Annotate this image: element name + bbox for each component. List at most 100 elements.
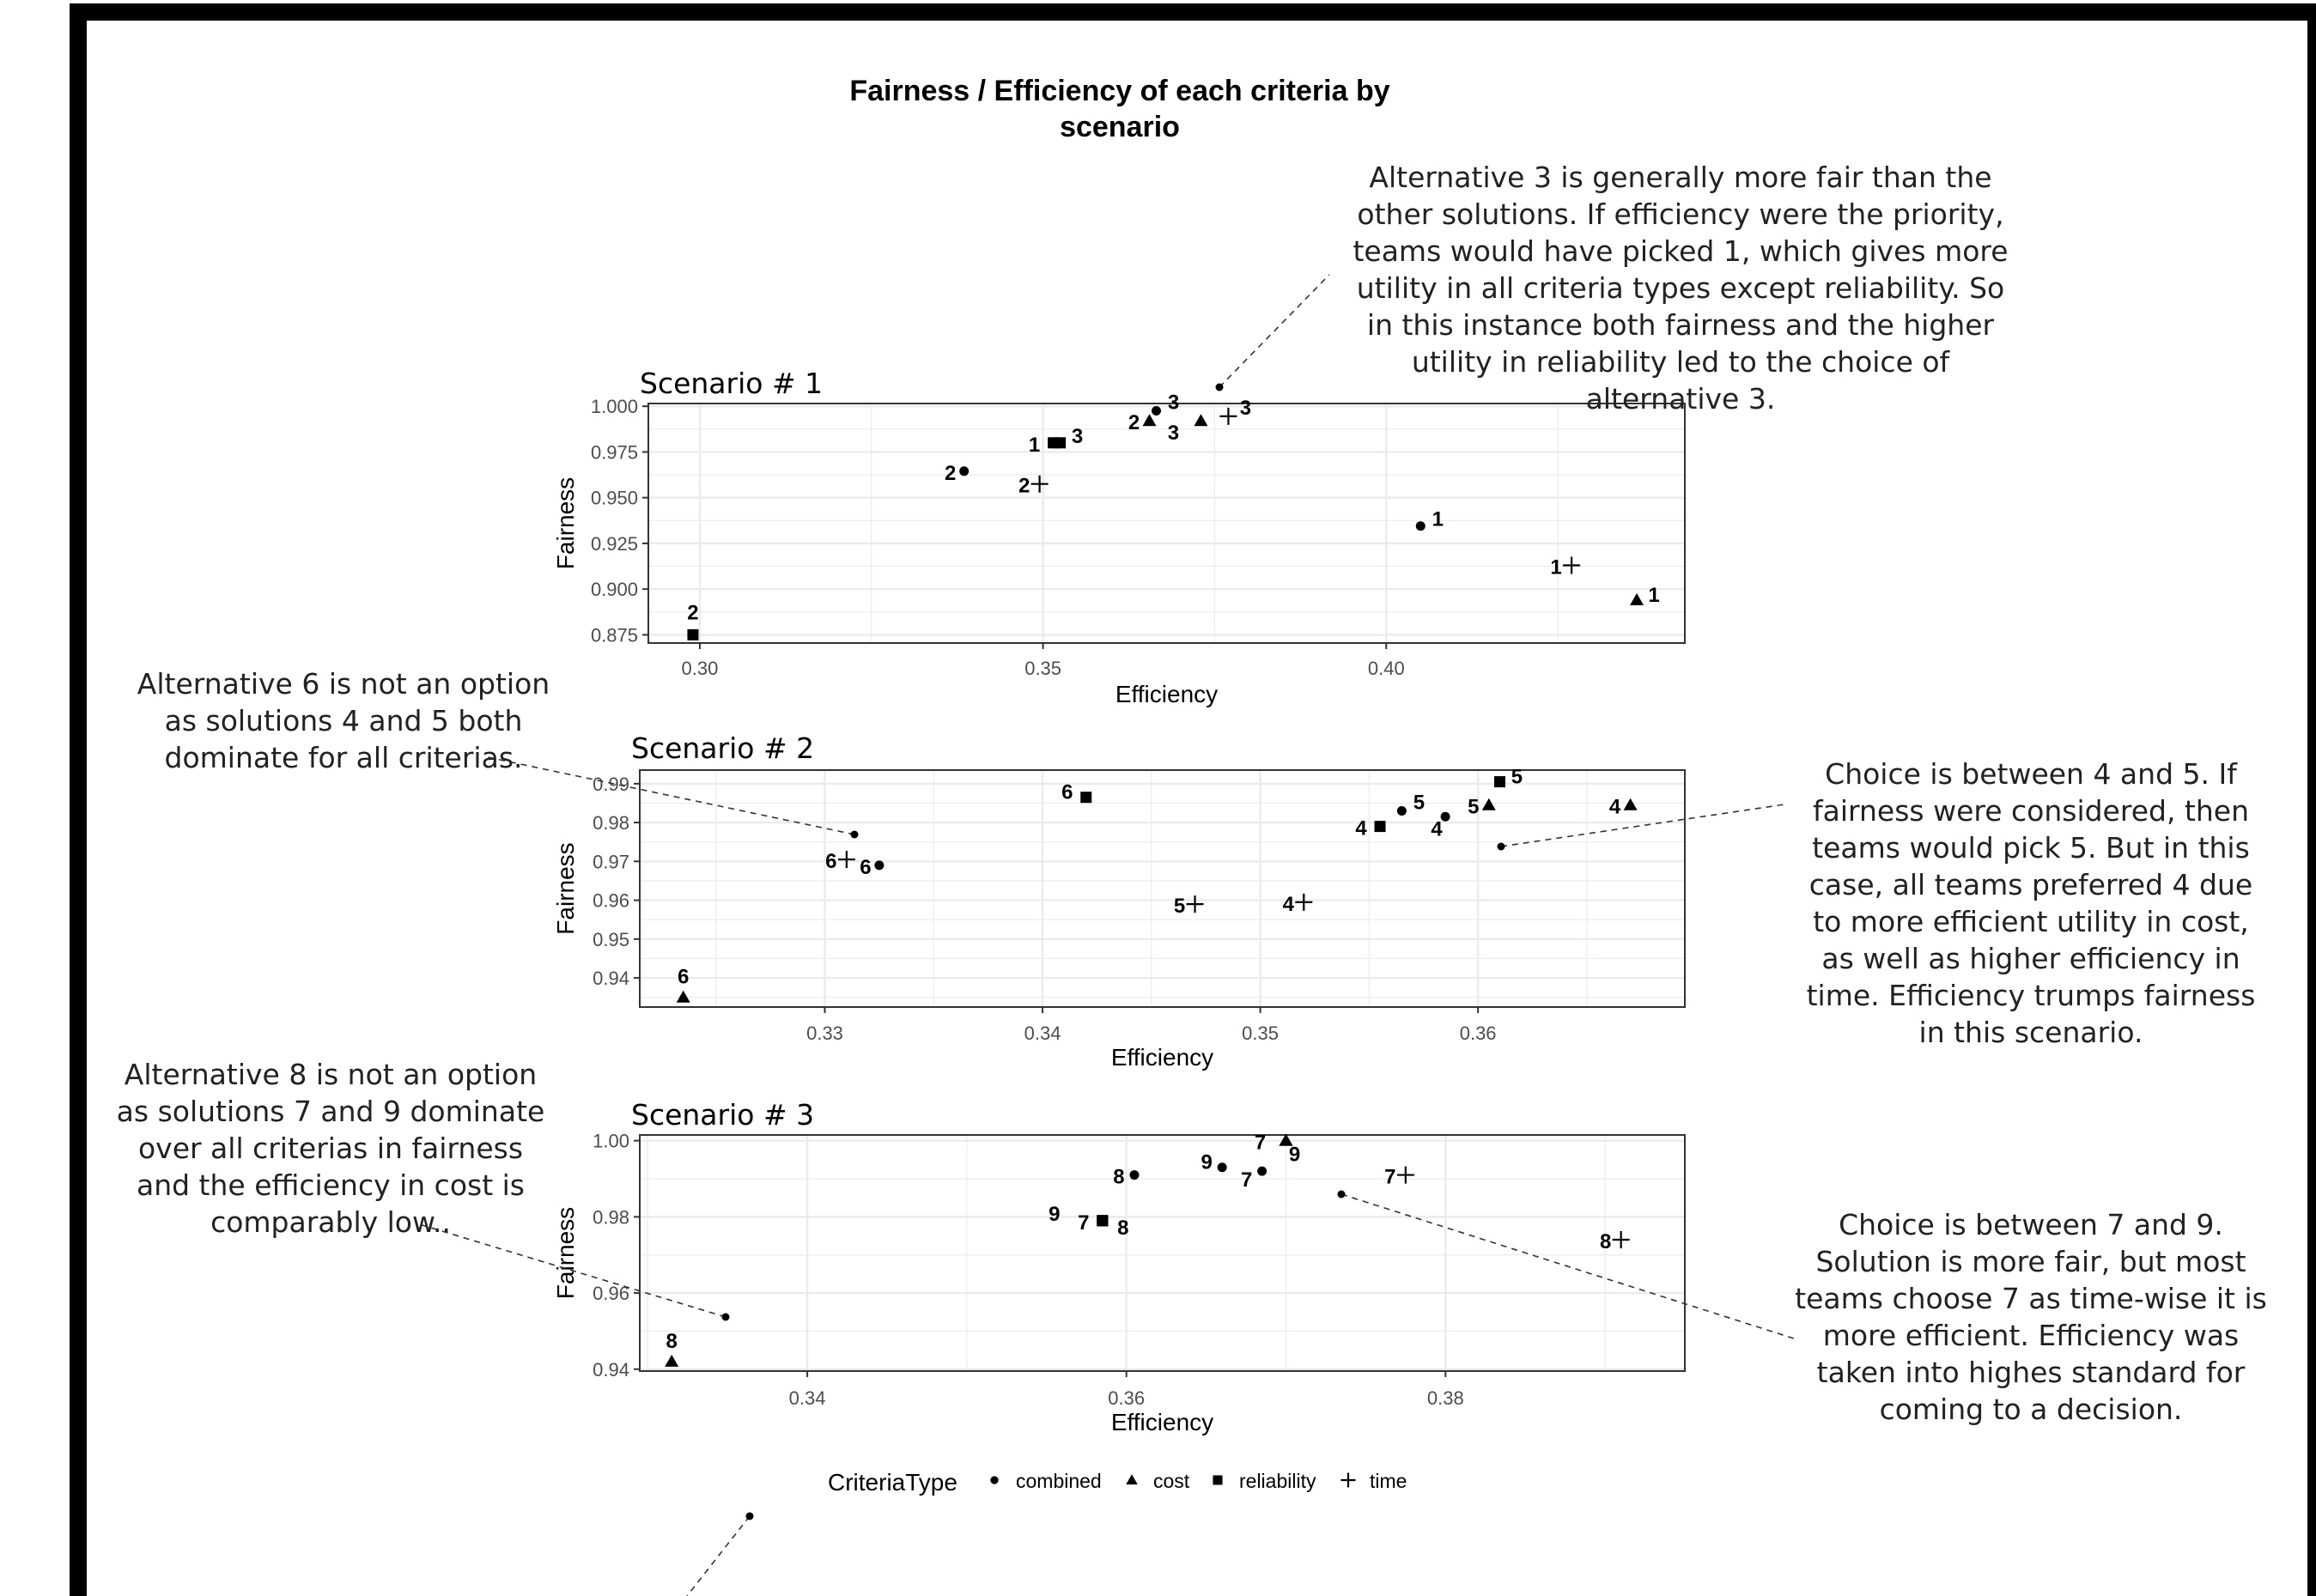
legend-label-combined: combined — [1016, 1470, 1102, 1492]
point-label: 6 — [678, 966, 689, 989]
x-tick-label: 0.35 — [1242, 1023, 1279, 1044]
legend-key-reliability — [1213, 1475, 1222, 1484]
point-combined — [1152, 406, 1161, 416]
point-label: 6 — [860, 856, 871, 879]
plot-area — [640, 770, 1685, 1007]
point-label: 4 — [1355, 817, 1367, 840]
x-tick-label: 0.34 — [1024, 1023, 1061, 1044]
figure-title-line2: scenario — [1060, 111, 1180, 143]
point-combined — [959, 466, 969, 476]
panel-title: Scenario # 1 — [640, 367, 823, 400]
point-label: 4 — [1609, 796, 1621, 819]
point-label: 8 — [1117, 1217, 1128, 1240]
y-axis-title: Fairness — [552, 477, 579, 569]
legend-label-cost: cost — [1153, 1470, 1190, 1492]
annotation-alternative-6: Alternative 6 is not an option as soluti… — [120, 665, 567, 776]
point-reliability — [1080, 792, 1091, 803]
legend-title: CriteriaType — [828, 1469, 957, 1496]
x-tick-label: 0.33 — [806, 1023, 843, 1044]
panel-title: Scenario # 2 — [631, 731, 814, 765]
y-tick-label: 0.94 — [593, 968, 629, 989]
annotation-anchor-dot — [1338, 1191, 1346, 1199]
point-label: 7 — [1078, 1211, 1089, 1235]
point-reliability — [1494, 776, 1505, 787]
legend-key-combined — [990, 1476, 998, 1484]
point-combined — [874, 860, 884, 870]
point-label: 8 — [1113, 1166, 1124, 1189]
point-label: 4 — [1283, 893, 1295, 916]
x-tick-label: 0.34 — [789, 1387, 826, 1409]
annotation-scenario-3: Choice is between 7 and 9. Solution is m… — [1795, 1206, 2267, 1428]
point-label: 6 — [1061, 781, 1073, 804]
point-reliability — [1375, 821, 1386, 832]
point-label: 3 — [1168, 391, 1179, 415]
x-tick-label: 0.38 — [1427, 1387, 1464, 1409]
y-tick-label: 0.975 — [591, 441, 638, 463]
point-label: 9 — [1049, 1203, 1060, 1226]
x-tick-label: 0.36 — [1108, 1387, 1145, 1409]
point-label: 1 — [1432, 508, 1444, 531]
point-label: 3 — [1168, 422, 1179, 445]
y-axis-title: Fairness — [552, 842, 579, 934]
point-label: 5 — [1174, 895, 1185, 918]
x-tick-label: 0.40 — [1368, 658, 1405, 679]
annotation-scenario-2: Choice is between 4 and 5. If fairness w… — [1795, 756, 2267, 1051]
point-label: 2 — [687, 601, 698, 624]
point-label: 1 — [1550, 555, 1561, 579]
point-combined — [1397, 806, 1407, 816]
annotation-anchor-dot — [722, 1314, 730, 1321]
point-label: 1 — [1648, 584, 1659, 607]
point-label: 5 — [1413, 792, 1425, 815]
x-tick-label: 0.30 — [682, 658, 719, 679]
point-label: 7 — [1384, 1166, 1395, 1189]
point-label: 1 — [1029, 434, 1040, 457]
point-label: 9 — [1201, 1151, 1212, 1174]
y-tick-label: 0.97 — [593, 851, 629, 872]
y-tick-label: 0.98 — [593, 812, 629, 834]
point-label: 8 — [1600, 1230, 1611, 1253]
x-axis-title: Efficiency — [1115, 681, 1218, 707]
point-combined — [1257, 1167, 1267, 1176]
point-label: 2 — [945, 462, 956, 485]
point-label: 2 — [1018, 475, 1030, 498]
y-tick-label: 0.875 — [591, 624, 638, 646]
annotation-anchor-dot — [746, 1513, 754, 1520]
point-label: 7 — [1241, 1168, 1252, 1192]
annotation-anchor-dot — [851, 831, 859, 839]
y-tick-label: 0.900 — [591, 579, 638, 600]
y-tick-label: 0.950 — [591, 488, 638, 509]
x-tick-label: 0.35 — [1024, 658, 1061, 679]
point-reliability — [1097, 1215, 1108, 1226]
y-axis-title: Fairness — [552, 1207, 579, 1299]
figure-title-line1: Fairness / Efficiency of each criteria b… — [849, 75, 1389, 107]
point-reliability — [687, 629, 698, 640]
point-combined — [1218, 1162, 1227, 1172]
plot-area — [648, 404, 1685, 643]
point-combined — [1416, 521, 1425, 531]
legend-label-reliability: reliability — [1239, 1470, 1316, 1492]
y-tick-label: 0.925 — [591, 533, 638, 555]
point-label: 6 — [825, 850, 836, 873]
annotation-anchor-dot — [1498, 843, 1505, 851]
y-tick-label: 0.95 — [593, 929, 629, 950]
point-label: 8 — [666, 1330, 677, 1353]
y-tick-label: 0.94 — [593, 1359, 629, 1381]
point-label: 3 — [1072, 425, 1083, 448]
legend-label-time: time — [1370, 1470, 1407, 1492]
point-label: 5 — [1511, 766, 1523, 789]
y-tick-label: 1.000 — [591, 396, 638, 417]
point-reliability — [1055, 437, 1066, 448]
y-tick-label: 1.00 — [593, 1131, 629, 1152]
point-combined — [1129, 1170, 1139, 1180]
y-tick-label: 0.99 — [593, 774, 629, 795]
point-label: 4 — [1431, 817, 1443, 840]
point-label: 9 — [1289, 1144, 1300, 1167]
y-tick-label: 0.96 — [593, 890, 629, 912]
annotation-anchor-dot — [1216, 384, 1224, 391]
annotation-alternative-8: Alternative 8 is not an option as soluti… — [107, 1056, 554, 1241]
annotation-scenario-1: Alternative 3 is generally more fair tha… — [1350, 159, 2011, 417]
point-label: 7 — [1255, 1132, 1266, 1155]
panel-title: Scenario # 3 — [631, 1098, 814, 1132]
point-label: 3 — [1240, 397, 1251, 420]
x-axis-title: Efficiency — [1111, 1044, 1213, 1071]
